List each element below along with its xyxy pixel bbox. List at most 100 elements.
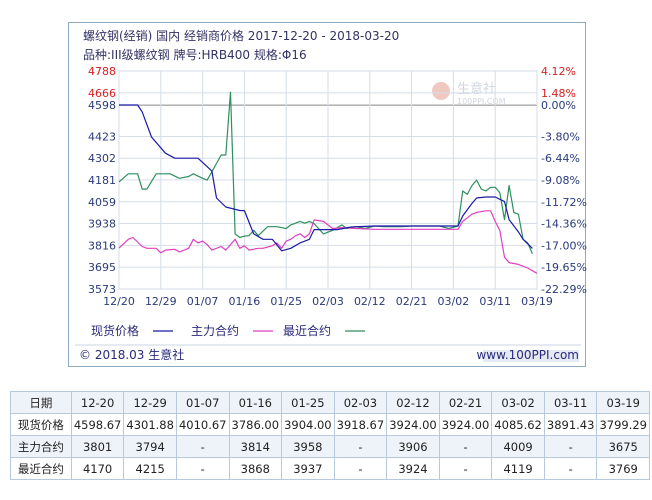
y-right-tick-label: 0.00% (541, 99, 576, 112)
y-right-tick-label: -14.36% (541, 218, 587, 231)
x-tick-label: 03/02 (438, 295, 470, 308)
data-table: 日期 12-20 12-29 01-07 01-16 01-25 02-03 0… (10, 391, 650, 480)
x-tick-label: 02/12 (354, 295, 386, 308)
chart-title: 螺纹钢(经销) 国内 经销商价格 2017-12-20 - 2018-03-20 (83, 28, 399, 43)
grid-layer (118, 70, 538, 290)
table-cell: 3794 (123, 435, 177, 458)
footer-copyright: © 2018.03 生意社 (79, 347, 184, 362)
table-cell: - (333, 435, 388, 458)
table-cell: 3814 (228, 435, 283, 458)
x-tick-label: 03/19 (521, 295, 553, 308)
table-date-cell: 02-21 (438, 391, 493, 414)
x-tick-label: 01/07 (187, 295, 219, 308)
watermark-url: 100PPI.COM (457, 97, 506, 106)
table-cell: 4085.62 (491, 413, 545, 436)
legend-label-main: 主力合约 (191, 323, 239, 338)
footer-url: www.100PPI.com (476, 348, 579, 362)
y-left-tick-label: 4788 (88, 65, 116, 78)
table-cell: 3786.00 (228, 413, 283, 436)
table-cell: - (333, 457, 388, 480)
table-cell: 4010.67 (175, 413, 230, 436)
y-right-tick-label: -6.44% (541, 152, 580, 165)
footer-url-text: www.100PPI.com (476, 348, 579, 362)
table-date-cell: 12-29 (123, 391, 177, 414)
table-row-label: 主力合约 (10, 435, 72, 458)
table-date-cell: 03-11 (543, 391, 598, 414)
y-right-tick-label: -11.72% (541, 196, 587, 209)
table-cell: 3958 (281, 435, 335, 458)
table-cell: 3799.29 (596, 413, 650, 436)
y-right-tick-label: -3.80% (541, 130, 580, 143)
watermark-circle-icon (432, 82, 450, 100)
y-right-tick-label: -19.65% (541, 261, 587, 274)
table-header-row: 日期 12-20 12-29 01-07 01-16 01-25 02-03 0… (10, 391, 650, 414)
table-date-cell: 01-16 (228, 391, 283, 414)
tick-layer: 4788 4.12% 4666 1.48% 4598 0.00% 4423 -3.80% 430… (88, 65, 587, 308)
table-cell: 3891.43 (543, 413, 598, 436)
series-line-2 (118, 91, 533, 255)
table-cell: 3924.00 (438, 413, 493, 436)
watermark-logo: 生意社 100PPI.COM (432, 81, 506, 106)
y-right-tick-label: -9.08% (541, 174, 580, 187)
table-row-label: 最近合约 (10, 457, 72, 480)
table-date-cell: 03-19 (596, 391, 650, 414)
table-date-cell: 12-20 (70, 391, 125, 414)
y-left-tick-label: 3573 (88, 283, 116, 296)
table-cell: 4301.88 (123, 413, 177, 436)
y-left-tick-label: 4059 (88, 196, 116, 209)
legend-label-near: 最近合约 (283, 323, 331, 338)
legend-label-spot: 现货价格 (91, 323, 139, 338)
table-cell: - (543, 457, 598, 480)
y-right-tick-label: -22.29% (541, 283, 587, 296)
table-date-cell: 02-12 (386, 391, 440, 414)
table-cell: - (438, 435, 493, 458)
table-row-spot: 现货价格 4598.67 4301.88 4010.67 3786.00 390… (10, 413, 650, 436)
table-cell: 3924 (386, 457, 440, 480)
table-cell: 3924.00 (386, 413, 440, 436)
table-date-cell: 01-25 (281, 391, 335, 414)
table-cell: 3906 (386, 435, 440, 458)
series-line-0 (119, 104, 533, 252)
footer-url-pattern (483, 350, 579, 362)
table-cell: - (543, 435, 598, 458)
table-cell: 3801 (70, 435, 125, 458)
table-cell: - (175, 457, 230, 480)
table-cell: 4170 (70, 457, 125, 480)
table-cell: 3868 (228, 457, 283, 480)
x-tick-label: 02/21 (396, 295, 428, 308)
table-row-main: 主力合约 3801 3794 - 3814 3958 - 3906 - 4009… (10, 435, 650, 458)
table-cell: 3918.67 (333, 413, 388, 436)
legend: 现货价格 主力合约 最近合约 (91, 323, 365, 338)
x-tick-label: 01/25 (270, 295, 302, 308)
table-cell: 3769 (596, 457, 650, 480)
y-left-tick-label: 3938 (88, 218, 116, 231)
series-layer (118, 91, 538, 274)
x-tick-label: 12/20 (103, 295, 135, 308)
y-left-tick-label: 4666 (88, 87, 116, 100)
table-cell: - (175, 435, 230, 458)
table-row-near: 最近合约 4170 4215 - 3868 3937 - 3924 - 4119… (10, 457, 650, 480)
y-left-tick-label: 4423 (88, 130, 116, 143)
table-cell: 3937 (281, 457, 335, 480)
watermark-name: 生意社 (457, 81, 496, 97)
table-date-cell: 02-03 (333, 391, 388, 414)
y-right-tick-label: 4.12% (541, 65, 576, 78)
y-left-tick-label: 4181 (88, 174, 116, 187)
y-right-tick-label: -17.00% (541, 239, 587, 252)
chart-panel: 螺纹钢(经销) 国内 经销商价格 2017-12-20 - 2018-03-20… (68, 22, 587, 367)
table-cell: 4119 (491, 457, 545, 480)
table-header-date: 日期 (10, 391, 72, 414)
x-tick-label: 03/11 (479, 295, 511, 308)
table-cell: 4598.67 (70, 413, 125, 436)
price-chart: 螺纹钢(经销) 国内 经销商价格 2017-12-20 - 2018-03-20… (75, 28, 587, 362)
table-cell: - (438, 457, 493, 480)
table-row-label: 现货价格 (10, 413, 72, 436)
y-left-tick-label: 3695 (88, 261, 116, 274)
chart-spec: 品种:III级螺纹钢 牌号:HRB400 规格:Φ16 (83, 47, 307, 62)
table-cell: 4215 (123, 457, 177, 480)
x-tick-label: 02/03 (312, 295, 344, 308)
table-cell: 3904.00 (281, 413, 335, 436)
table-cell: 3675 (596, 435, 650, 458)
table-date-cell: 03-02 (491, 391, 545, 414)
x-tick-label: 12/29 (145, 295, 177, 308)
